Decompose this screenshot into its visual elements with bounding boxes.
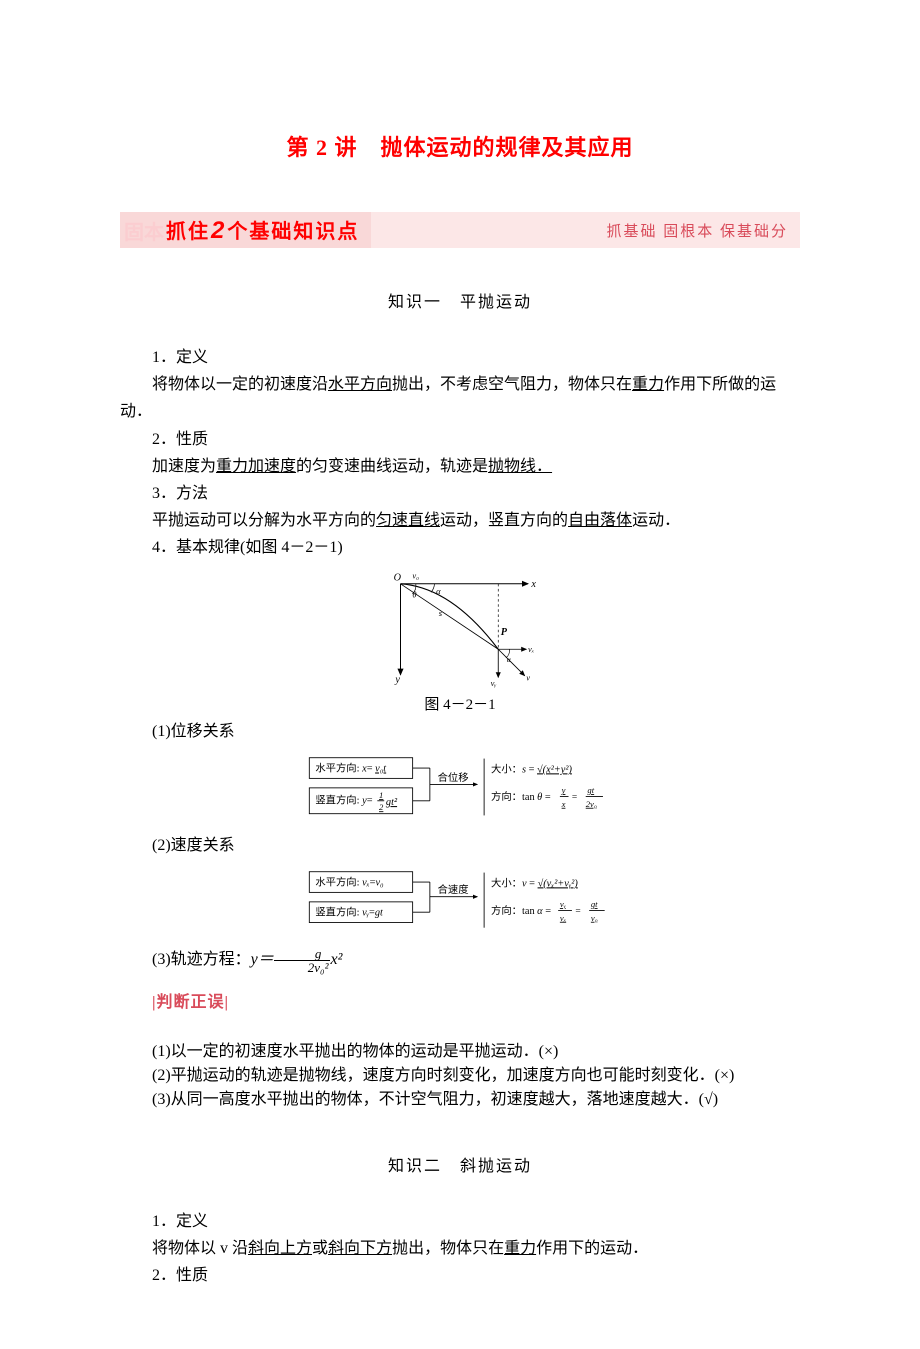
s2-p2-label: 2．性质 <box>120 1262 800 1289</box>
judge-1: (1)以一定的初速度水平抛出的物体的运动是平抛运动．(×) <box>120 1040 800 1064</box>
label-x: x <box>530 579 536 590</box>
s1-p1-label: 1．定义 <box>120 344 800 371</box>
s1-p2-body: 加速度为重力加速度的匀变速曲线运动，轨迹是抛物线． <box>120 453 800 480</box>
zhuazhu: 抓住 <box>166 221 210 243</box>
t: 作用下的运动． <box>536 1240 648 1257</box>
header-num: 2 <box>211 217 226 244</box>
label-v: v <box>526 672 530 682</box>
sub2: (2)速度关系 <box>120 832 800 859</box>
t: 或 <box>312 1240 328 1257</box>
t: 将物体以 v 沿 <box>152 1240 248 1257</box>
header-text: 抓住2个基础知识点 <box>166 215 359 245</box>
label-vx: vₓ <box>528 643 535 653</box>
page: 第 2 讲 抛体运动的规律及其应用 固本 抓住2个基础知识点 抓基础 固根本 保… <box>0 0 920 1349</box>
label-O: O <box>394 572 402 583</box>
u: 斜向上方 <box>248 1240 312 1257</box>
t: x² <box>330 951 342 968</box>
svg-text:=: = <box>572 793 577 803</box>
trajectory-diagram: O v₀ θ α x y s P vₓ vᵧ v α <box>375 568 545 688</box>
s1-p3-label: 3．方法 <box>120 480 800 507</box>
velocity-relation: 水平方向: vₓ=v₀ 竖直方向: vᵧ=gt 合速度 大小：v = √(vₓ²… <box>305 865 615 937</box>
t: 平抛运动可以分解为水平方向的 <box>152 512 376 529</box>
displacement-relation: 水平方向: x= v₀t 竖直方向: y= 1 2 gt² 合位移 大小：s =… <box>305 751 615 823</box>
t: (3)轨迹方程： <box>152 951 251 968</box>
t: 的匀变速曲线运动，轨迹是 <box>296 458 488 475</box>
header-left: 固本 抓住2个基础知识点 <box>120 212 371 248</box>
section-header-bar: 固本 抓住2个基础知识点 抓基础 固根本 保基础分 <box>120 212 800 248</box>
t: 加速度为 <box>152 458 216 475</box>
svg-text:方向：tan α =: 方向：tan α = <box>491 904 551 917</box>
label-v0: v₀ <box>412 570 419 580</box>
svg-text:竖直方向: vᵧ=gt: 竖直方向: vᵧ=gt <box>315 906 384 919</box>
judge-header: |判断正误| <box>120 988 800 1012</box>
t: y＝ <box>251 951 274 968</box>
svg-text:合速度: 合速度 <box>438 883 469 896</box>
judge-2: (2)平抛运动的轨迹是抛物线，速度方向时刻变化，加速度方向也可能时刻变化．(×) <box>120 1064 800 1088</box>
frac: g2v₀² <box>274 947 331 974</box>
svg-text:方向：tan θ =: 方向：tan θ = <box>491 790 551 803</box>
t: 抛出，物体只在 <box>392 1240 504 1257</box>
u: 重力加速度 <box>216 458 296 475</box>
judge-3: (3)从同一高度水平抛出的物体，不计空气阻力，初速度越大，落地速度越大．(√) <box>120 1088 800 1112</box>
u: 抛物线． <box>488 458 552 475</box>
u: 斜向下方 <box>328 1240 392 1257</box>
svg-text:竖直方向: y=: 竖直方向: y= <box>315 793 372 806</box>
svg-text:2v₀: 2v₀ <box>586 798 597 808</box>
u: 匀速直线 <box>376 512 440 529</box>
guben-label: 固本 <box>120 216 166 245</box>
t: 运动． <box>632 512 680 529</box>
s2-p1-body: 将物体以 v 沿斜向上方或斜向下方抛出，物体只在重力作用下的运动． <box>120 1235 800 1262</box>
svg-text:2: 2 <box>379 802 384 812</box>
u: 重力 <box>504 1240 536 1257</box>
formula-box-velocity: 水平方向: vₓ=v₀ 竖直方向: vᵧ=gt 合速度 大小：v = √(vₓ²… <box>120 865 800 942</box>
svg-text:水平方向: vₓ=v₀: 水平方向: vₓ=v₀ <box>315 875 384 888</box>
svg-text:gt²: gt² <box>386 797 398 808</box>
section1-title: 知识一 平抛运动 <box>120 288 800 312</box>
figure-caption: 图 4－2－1 <box>120 693 800 714</box>
s2-p1-label: 1．定义 <box>120 1208 800 1235</box>
s1-p1-body: 将物体以一定的初速度沿水平方向抛出，不考虑空气阻力，物体只在重力作用下所做的运动… <box>120 371 800 425</box>
s1-p4-label: 4．基本规律(如图 4－2－1) <box>120 534 800 561</box>
svg-text:合位移: 合位移 <box>438 771 469 784</box>
label-P: P <box>501 626 508 637</box>
u: 重力 <box>632 376 664 393</box>
label-alpha2: α <box>507 655 512 664</box>
sub3: (3)轨迹方程：y＝g2v₀²x² <box>120 946 800 974</box>
svg-text:vᵧ: vᵧ <box>560 899 566 909</box>
figure-4-2-1: O v₀ θ α x y s P vₓ vᵧ v α 图 4－2－1 <box>120 568 800 714</box>
svg-text:gt: gt <box>591 899 598 909</box>
label-alpha1: α <box>436 586 441 596</box>
u: 自由落体 <box>568 512 632 529</box>
label-s: s <box>439 608 443 618</box>
svg-text:y: y <box>561 785 566 795</box>
svg-text:vₓ: vₓ <box>560 913 567 923</box>
svg-text:水平方向: x= v₀t: 水平方向: x= v₀t <box>315 761 387 774</box>
svg-text:gt: gt <box>587 785 594 795</box>
guben-text: 固本 <box>124 222 164 244</box>
num: g <box>274 947 331 961</box>
svg-text:x: x <box>561 798 566 808</box>
svg-text:=: = <box>575 907 580 917</box>
header-tail: 个基础知识点 <box>227 221 359 243</box>
t: 将物体以一定的初速度沿 <box>152 376 328 393</box>
label-y: y <box>394 674 400 685</box>
t: 抛出，不考虑空气阻力，物体只在 <box>392 376 632 393</box>
s1-p2-label: 2．性质 <box>120 426 800 453</box>
svg-text:大小：s = √(x²+y²): 大小：s = √(x²+y²) <box>491 762 572 775</box>
label-theta: θ <box>412 589 416 599</box>
sub1: (1)位移关系 <box>120 718 800 745</box>
s1-p3-body: 平抛运动可以分解为水平方向的匀速直线运动，竖直方向的自由落体运动． <box>120 507 800 534</box>
formula-box-displacement: 水平方向: x= v₀t 竖直方向: y= 1 2 gt² 合位移 大小：s =… <box>120 751 800 828</box>
section2-title: 知识二 斜抛运动 <box>120 1152 800 1176</box>
t: 运动，竖直方向的 <box>440 512 568 529</box>
svg-text:大小：v = √(vₓ²+vᵧ²): 大小：v = √(vₓ²+vᵧ²) <box>491 876 578 889</box>
svg-text:v₀: v₀ <box>591 913 598 923</box>
svg-text:1: 1 <box>379 790 383 800</box>
u: 水平方向 <box>328 376 392 393</box>
header-right: 抓基础 固根本 保基础分 <box>606 220 800 241</box>
label-vy: vᵧ <box>491 677 497 687</box>
den: 2v₀² <box>274 961 331 974</box>
main-title: 第 2 讲 抛体运动的规律及其应用 <box>120 130 800 162</box>
